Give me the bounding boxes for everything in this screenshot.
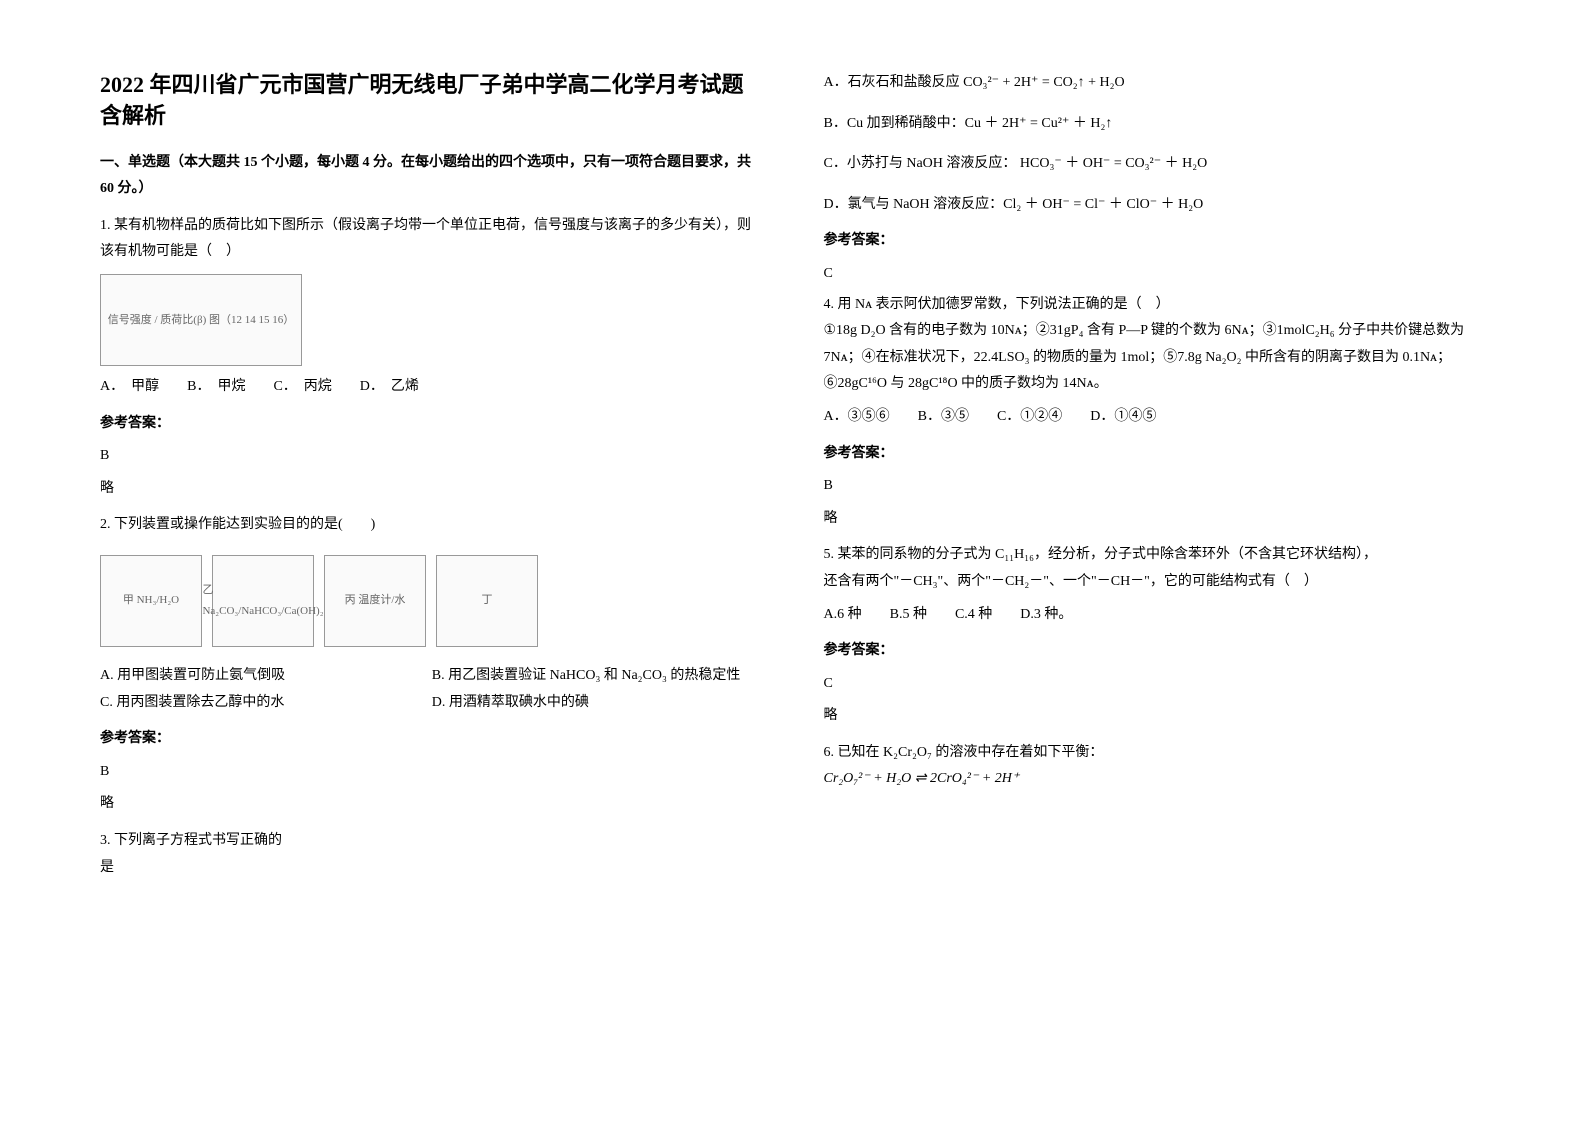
- q2-figure-d: 丁: [436, 555, 538, 647]
- q2-figure-b: 乙 Na₂CO₃/NaHCO₃/Ca(OH)₂: [212, 555, 314, 647]
- q1-options: A． 甲醇 B． 甲烷 C． 丙烷 D． 乙烯: [100, 374, 764, 401]
- question-3: 3. 下列离子方程式书写正确的 是: [100, 828, 764, 881]
- q4-answer: B: [824, 473, 1488, 500]
- q1-answer: B: [100, 443, 764, 470]
- question-1: 1. 某有机物样品的质荷比如下图所示（假设离子均带一个单位正电荷，信号强度与该离…: [100, 213, 764, 401]
- q2-stem: 2. 下列装置或操作能达到实验目的的是( ): [100, 512, 764, 539]
- q2-row-ab: A. 用甲图装置可防止氨气倒吸 B. 用乙图装置验证 NaHCO₃ 和 Na₂C…: [100, 663, 764, 690]
- q3-stem-b: 是: [100, 855, 764, 882]
- q6-equation: Cr₂O₇²⁻ + H₂O ⇌ 2CrO₄²⁻ + 2H⁺: [824, 766, 1488, 793]
- question-5: 5. 某苯的同系物的分子式为 C₁₁H₁₆，经分析，分子式中除含苯环外（不含其它…: [824, 542, 1488, 628]
- q2-figure-a: 甲 NH₃/H₂O: [100, 555, 202, 647]
- q1-answer-label: 参考答案：: [100, 411, 764, 438]
- q2-figures: 甲 NH₃/H₂O 乙 Na₂CO₃/NaHCO₃/Ca(OH)₂ 丙 温度计/…: [100, 547, 764, 655]
- right-column: A．石灰石和盐酸反应 CO₃²⁻ + 2H⁺ = CO₂↑ + H₂O B．Cu…: [824, 70, 1488, 1092]
- q1-skip: 略: [100, 476, 764, 503]
- question-3-opts: A．石灰石和盐酸反应 CO₃²⁻ + 2H⁺ = CO₂↑ + H₂O B．Cu…: [824, 70, 1488, 218]
- q3-answer: C: [824, 261, 1488, 288]
- q2-opt-c: C. 用丙图装置除去乙醇中的水: [100, 690, 432, 717]
- q3-opt-c: C．小苏打与 NaOH 溶液反应： HCO₃⁻ ＋ OH⁻ = CO₃²⁻ ＋ …: [824, 151, 1488, 178]
- doc-title: 2022 年四川省广元市国营广明无线电厂子弟中学高二化学月考试题含解析: [100, 70, 764, 132]
- q3-opt-b: B．Cu 加到稀硝酸中：Cu ＋ 2H⁺ = Cu²⁺ ＋ H₂↑: [824, 111, 1488, 138]
- q4-answer-label: 参考答案：: [824, 441, 1488, 468]
- q4-body: ①18g D₂O 含有的电子数为 10Nᴀ；②31gP₄ 含有 P—P 键的个数…: [824, 318, 1488, 398]
- q2-figure-c: 丙 温度计/水: [324, 555, 426, 647]
- q5-answer: C: [824, 671, 1488, 698]
- q4-options: A．③⑤⑥ B．③⑤ C．①②④ D．①④⑤: [824, 404, 1488, 431]
- q1-stem: 1. 某有机物样品的质荷比如下图所示（假设离子均带一个单位正电荷，信号强度与该离…: [100, 213, 764, 266]
- q2-opt-a: A. 用甲图装置可防止氨气倒吸: [100, 663, 432, 690]
- q2-answer: B: [100, 759, 764, 786]
- page: 2022 年四川省广元市国营广明无线电厂子弟中学高二化学月考试题含解析 一、单选…: [0, 0, 1587, 1122]
- q5-answer-label: 参考答案：: [824, 638, 1488, 665]
- left-column: 2022 年四川省广元市国营广明无线电厂子弟中学高二化学月考试题含解析 一、单选…: [100, 70, 764, 1092]
- q2-skip: 略: [100, 791, 764, 818]
- q6-stem: 6. 已知在 K₂Cr₂O₇ 的溶液中存在着如下平衡：: [824, 740, 1488, 767]
- q3-opt-a: A．石灰石和盐酸反应 CO₃²⁻ + 2H⁺ = CO₂↑ + H₂O: [824, 70, 1488, 97]
- q1-figure: 信号强度 / 质荷比(β) 图（12 14 15 16）: [100, 274, 302, 366]
- section-1-heading: 一、单选题（本大题共 15 个小题，每小题 4 分。在每小题给出的四个选项中，只…: [100, 150, 764, 203]
- q2-opt-d: D. 用酒精萃取碘水中的碘: [432, 690, 764, 717]
- q3-stem-a: 3. 下列离子方程式书写正确的: [100, 828, 764, 855]
- q4-stem: 4. 用 Nᴀ 表示阿伏加德罗常数，下列说法正确的是（ ）: [824, 297, 1170, 312]
- q3-answer-label: 参考答案：: [824, 228, 1488, 255]
- question-2: 2. 下列装置或操作能达到实验目的的是( ) 甲 NH₃/H₂O 乙 Na₂CO…: [100, 512, 764, 716]
- question-4: 4. 用 Nᴀ 表示阿伏加德罗常数，下列说法正确的是（ ）: [824, 292, 1488, 319]
- q5-options: A.6 种 B.5 种 C.4 种 D.3 种。: [824, 602, 1488, 629]
- q2-opt-b: B. 用乙图装置验证 NaHCO₃ 和 Na₂CO₃ 的热稳定性: [432, 663, 764, 690]
- q5-stem-a: 5. 某苯的同系物的分子式为 C₁₁H₁₆，经分析，分子式中除含苯环外（不含其它…: [824, 542, 1488, 569]
- q4-skip: 略: [824, 506, 1488, 533]
- q3-opt-d: D．氯气与 NaOH 溶液反应：Cl₂ ＋ OH⁻ = Cl⁻ ＋ ClO⁻ ＋…: [824, 192, 1488, 219]
- q5-skip: 略: [824, 703, 1488, 730]
- question-6: 6. 已知在 K₂Cr₂O₇ 的溶液中存在着如下平衡： Cr₂O₇²⁻ + H₂…: [824, 740, 1488, 793]
- q2-row-cd: C. 用丙图装置除去乙醇中的水 D. 用酒精萃取碘水中的碘: [100, 690, 764, 717]
- q5-stem-b: 还含有两个"－CH₃"、两个"－CH₂－"、一个"－CH－"，它的可能结构式有（…: [824, 569, 1488, 596]
- q2-answer-label: 参考答案：: [100, 726, 764, 753]
